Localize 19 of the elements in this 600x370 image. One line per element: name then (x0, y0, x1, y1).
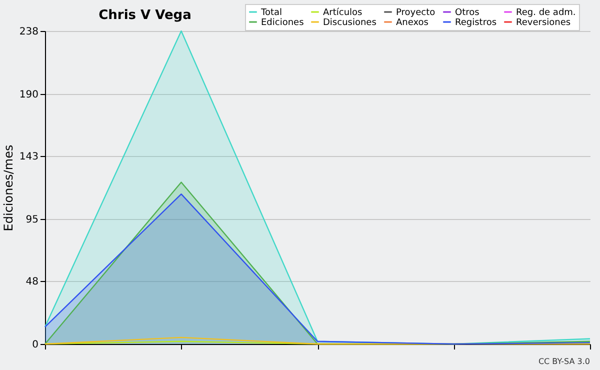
legend-label: Otros (455, 8, 480, 18)
legend-label: Registros (455, 18, 497, 28)
legend-label: Ediciones (261, 18, 304, 28)
y-axis-title: Ediciones/mes (1, 144, 16, 232)
legend-label: Reg. de adm. (516, 8, 576, 18)
y-tick-label: 95 (26, 214, 38, 226)
text: CC BY-SA 3.0 (538, 357, 590, 366)
legend-label: Anexos (396, 18, 429, 28)
y-tick-label: 143 (19, 151, 38, 162)
legend-label: Discusiones (323, 18, 377, 28)
y-tick-label: 238 (19, 26, 38, 38)
legend-label: Reversiones (516, 18, 571, 28)
legend-label: Proyecto (396, 8, 436, 18)
y-tick-label: 48 (26, 276, 38, 288)
chart-title: Chris V Vega (98, 8, 192, 23)
legend-label: Total (260, 8, 282, 18)
y-tick-label: 190 (19, 90, 38, 101)
legend-label: Artículos (323, 7, 363, 18)
y-tick-label: 0 (32, 340, 38, 350)
